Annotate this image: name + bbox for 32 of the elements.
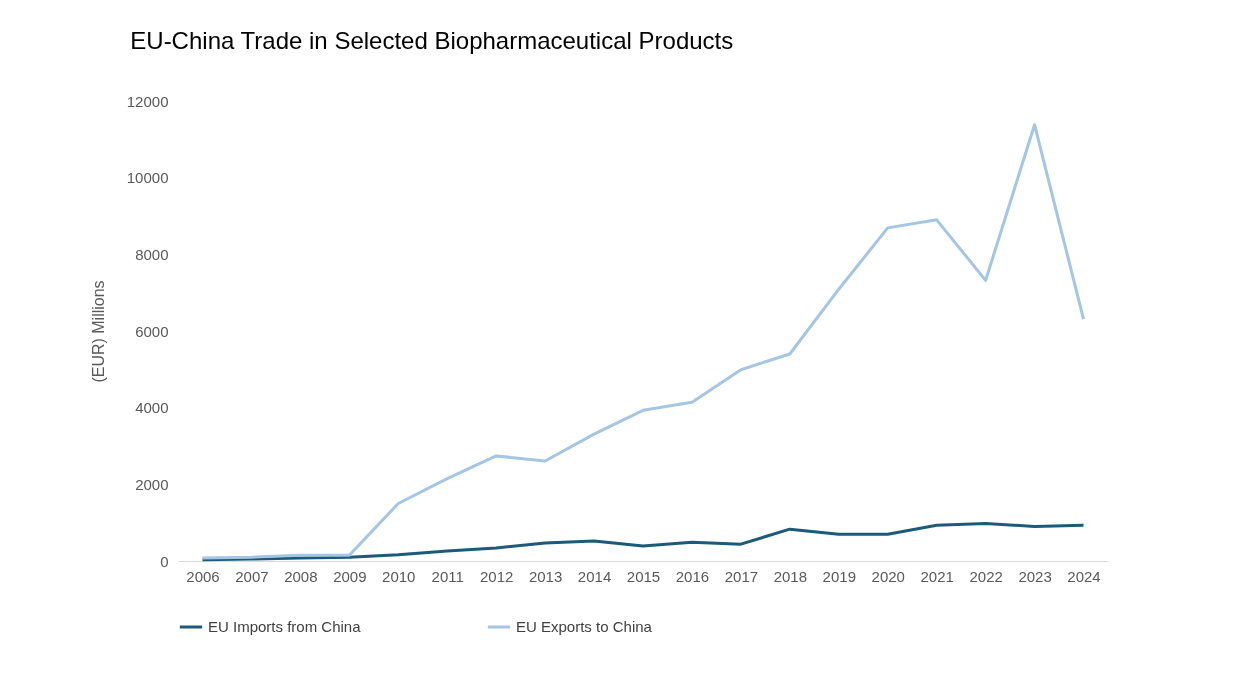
x-tick-label: 2007 (235, 567, 269, 585)
x-tick-label: 2024 (1067, 567, 1101, 585)
y-tick-label: 0 (160, 552, 169, 570)
y-tick-label: 8000 (135, 245, 169, 263)
x-tick-label: 2011 (431, 567, 464, 585)
legend-label: EU Exports to China (516, 618, 653, 635)
x-tick-label: 2009 (333, 567, 367, 585)
x-tick-label: 2010 (382, 567, 416, 585)
x-tick-label: 2018 (773, 567, 808, 585)
y-tick-label: 2000 (135, 475, 169, 493)
line-series (200, 123, 1086, 560)
y-tick-label: 12000 (126, 92, 169, 110)
x-tick-label: 2022 (969, 567, 1003, 585)
x-tick-label: 2013 (528, 567, 563, 585)
chart-title: EU-China Trade in Selected Biopharmaceutical Products (130, 27, 734, 54)
y-tick-label: 10000 (126, 169, 169, 187)
x-tick-label: 2017 (724, 567, 759, 585)
x-tick-label: 2015 (626, 567, 661, 585)
x-tick-label: 2023 (1018, 567, 1052, 585)
y-tick-label: 4000 (135, 399, 169, 417)
x-tick-label: 2016 (675, 567, 710, 585)
x-tick-label: 2012 (479, 567, 514, 585)
y-tick-label: 6000 (135, 322, 169, 340)
x-tick-label: 2006 (186, 567, 220, 585)
x-tick-label: 2019 (822, 567, 856, 585)
x-tick-label: 2008 (284, 567, 318, 585)
line-series (200, 521, 1086, 562)
x-tick-label: 2020 (871, 567, 905, 585)
legend-label: EU Imports from China (208, 618, 362, 635)
y-axis-title: (EUR) Millions (89, 280, 107, 383)
x-tick-label: 2014 (577, 567, 612, 585)
x-tick-label: 2021 (920, 567, 954, 585)
